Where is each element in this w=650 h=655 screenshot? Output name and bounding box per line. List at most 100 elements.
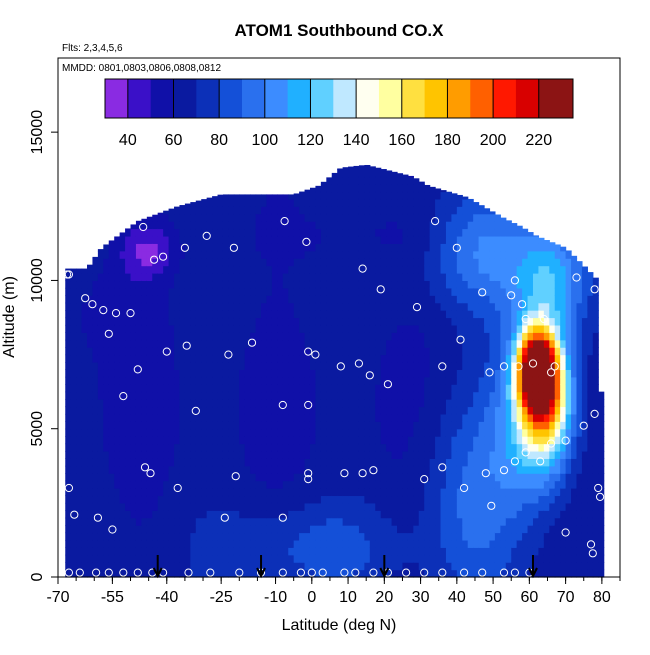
heatmap-cell bbox=[473, 354, 480, 363]
heatmap-cell bbox=[592, 554, 599, 563]
heatmap-cell bbox=[386, 354, 393, 363]
heatmap-cell bbox=[288, 273, 295, 282]
heatmap-cell bbox=[543, 421, 550, 430]
heatmap-cell bbox=[212, 196, 219, 200]
heatmap-cell bbox=[108, 258, 115, 267]
heatmap-cell bbox=[489, 443, 496, 452]
heatmap-cell bbox=[456, 406, 463, 415]
heatmap-cell bbox=[429, 369, 436, 378]
heatmap-cell bbox=[244, 480, 251, 489]
heatmap-cell bbox=[413, 250, 420, 259]
heatmap-cell bbox=[195, 317, 202, 326]
heatmap-cell bbox=[467, 569, 474, 578]
heatmap-cell bbox=[358, 413, 365, 422]
heatmap-cell bbox=[364, 473, 371, 482]
heatmap-cell bbox=[467, 436, 474, 445]
heatmap-cell bbox=[97, 554, 104, 563]
sample-point bbox=[126, 309, 135, 318]
heatmap-cell bbox=[337, 339, 344, 348]
heatmap-cell bbox=[125, 510, 132, 519]
heatmap-cell bbox=[146, 443, 153, 452]
heatmap-cell bbox=[560, 250, 567, 259]
heatmap-cell bbox=[326, 280, 333, 289]
heatmap-cell bbox=[97, 562, 104, 571]
heatmap-cell bbox=[168, 324, 175, 333]
heatmap-cell bbox=[217, 258, 224, 267]
heatmap-cell bbox=[364, 347, 371, 356]
heatmap-cell bbox=[201, 458, 208, 467]
heatmap-cell bbox=[522, 473, 529, 482]
heatmap-cell bbox=[261, 399, 268, 408]
heatmap-cell bbox=[554, 517, 561, 526]
heatmap-cell bbox=[326, 443, 333, 452]
heatmap-cell bbox=[326, 324, 333, 333]
heatmap-cell bbox=[261, 228, 268, 237]
heatmap-cell bbox=[358, 347, 365, 356]
heatmap-cell bbox=[212, 413, 219, 422]
heatmap-cell bbox=[315, 339, 322, 348]
heatmap-cell bbox=[222, 280, 230, 289]
heatmap-cell bbox=[348, 384, 355, 393]
heatmap-cell bbox=[380, 273, 387, 282]
heatmap-cell bbox=[152, 421, 159, 430]
sample-point bbox=[514, 362, 523, 371]
heatmap-cell bbox=[353, 421, 360, 430]
heatmap-cell bbox=[532, 243, 540, 252]
heatmap-cell bbox=[233, 525, 240, 534]
heatmap-cell bbox=[179, 399, 186, 408]
heatmap-cell bbox=[70, 376, 77, 385]
heatmap-cell bbox=[222, 198, 230, 207]
heatmap-cell bbox=[348, 228, 355, 237]
heatmap-cell bbox=[135, 532, 142, 541]
heatmap-cell bbox=[255, 354, 262, 363]
heatmap-cell bbox=[261, 258, 268, 267]
heatmap-cell bbox=[299, 213, 306, 222]
heatmap-cell bbox=[271, 562, 278, 571]
heatmap-cell bbox=[489, 339, 496, 348]
heatmap-cell bbox=[184, 428, 191, 437]
heatmap-cell bbox=[598, 413, 605, 422]
heatmap-cell bbox=[348, 525, 355, 534]
heatmap-cell bbox=[141, 495, 148, 504]
heatmap-cell bbox=[467, 324, 474, 333]
heatmap-cell bbox=[429, 502, 436, 511]
heatmap-cell bbox=[81, 268, 88, 274]
heatmap-cell bbox=[195, 473, 202, 482]
heatmap-cell bbox=[293, 421, 300, 430]
heatmap-cell bbox=[293, 525, 300, 534]
heatmap-cell bbox=[76, 428, 83, 437]
heatmap-cell bbox=[418, 369, 425, 378]
heatmap-cell bbox=[141, 406, 148, 415]
heatmap-cell bbox=[440, 243, 447, 252]
heatmap-cell bbox=[125, 339, 132, 348]
heatmap-cell bbox=[266, 332, 273, 341]
heatmap-cell bbox=[125, 235, 132, 244]
heatmap-cell bbox=[353, 206, 360, 215]
heatmap-cell bbox=[228, 510, 235, 519]
heatmap-cell bbox=[489, 295, 496, 304]
heatmap-cell bbox=[429, 287, 436, 296]
heatmap-cell bbox=[299, 569, 306, 578]
heatmap-cell bbox=[304, 554, 311, 563]
heatmap-cell bbox=[342, 488, 349, 497]
heatmap-cell bbox=[386, 539, 393, 548]
heatmap-cell bbox=[266, 354, 273, 363]
heatmap-cell bbox=[81, 339, 88, 348]
heatmap-cell bbox=[489, 273, 496, 282]
heatmap-cell bbox=[331, 317, 338, 326]
heatmap-cell bbox=[65, 317, 72, 326]
heatmap-cell bbox=[315, 562, 322, 571]
heatmap-cell bbox=[478, 376, 485, 385]
heatmap-cell bbox=[222, 495, 230, 504]
heatmap-cell bbox=[326, 213, 333, 222]
heatmap-cell bbox=[445, 273, 452, 282]
heatmap-cell bbox=[228, 480, 235, 489]
heatmap-cell bbox=[522, 258, 529, 267]
heatmap-cell bbox=[576, 547, 583, 556]
heatmap-cell bbox=[369, 280, 376, 289]
heatmap-cell bbox=[402, 554, 409, 563]
heatmap-cell bbox=[277, 406, 284, 415]
heatmap-cell bbox=[424, 376, 431, 385]
heatmap-cell bbox=[119, 525, 126, 534]
heatmap-cell bbox=[451, 310, 458, 319]
